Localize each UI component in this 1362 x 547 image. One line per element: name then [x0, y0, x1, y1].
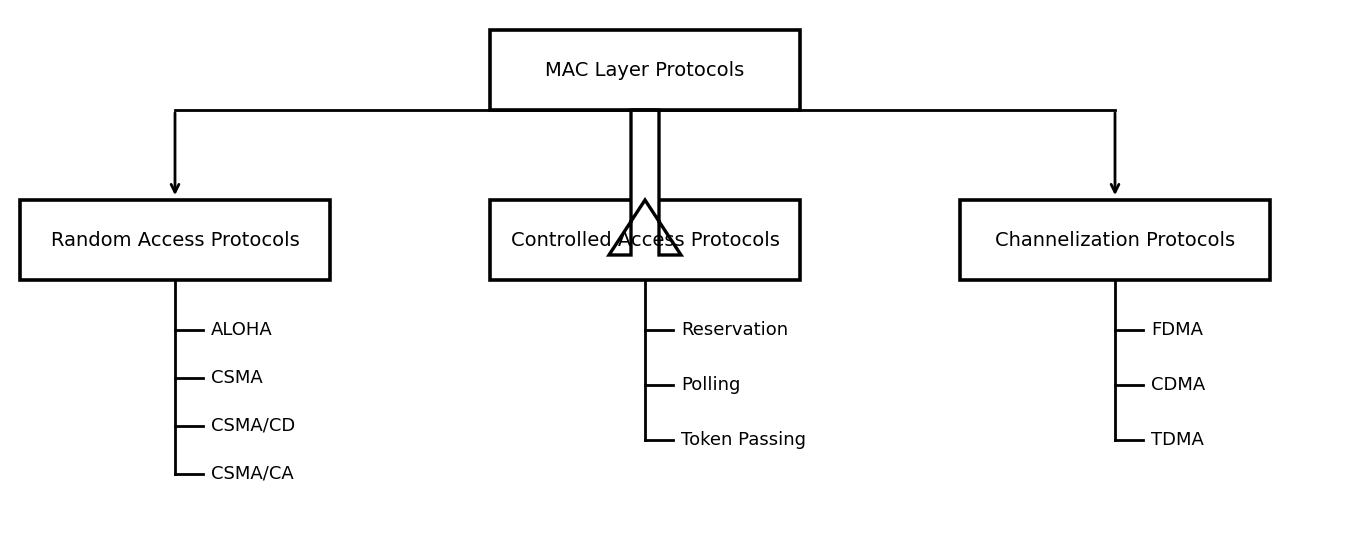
Text: Random Access Protocols: Random Access Protocols: [50, 230, 300, 249]
Text: CDMA: CDMA: [1151, 376, 1205, 394]
Text: CSMA/CA: CSMA/CA: [211, 465, 294, 483]
Text: CSMA/CD: CSMA/CD: [211, 417, 296, 435]
Text: Polling: Polling: [681, 376, 741, 394]
Text: FDMA: FDMA: [1151, 321, 1203, 339]
Text: Token Passing: Token Passing: [681, 431, 806, 449]
Text: Controlled Access Protocols: Controlled Access Protocols: [511, 230, 779, 249]
Bar: [490, 200, 799, 280]
Text: TDMA: TDMA: [1151, 431, 1204, 449]
Text: MAC Layer Protocols: MAC Layer Protocols: [545, 61, 745, 79]
Bar: [20, 200, 330, 280]
Text: ALOHA: ALOHA: [211, 321, 272, 339]
Bar: [490, 30, 799, 110]
Bar: [960, 200, 1269, 280]
Text: Channelization Protocols: Channelization Protocols: [994, 230, 1235, 249]
Text: Reservation: Reservation: [681, 321, 789, 339]
Text: CSMA: CSMA: [211, 369, 263, 387]
Polygon shape: [609, 110, 681, 255]
